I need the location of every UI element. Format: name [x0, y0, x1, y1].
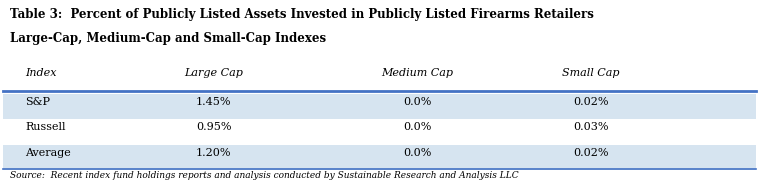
FancyBboxPatch shape: [3, 119, 756, 145]
Text: Average: Average: [25, 148, 71, 158]
Text: Large-Cap, Medium-Cap and Small-Cap Indexes: Large-Cap, Medium-Cap and Small-Cap Inde…: [11, 32, 327, 45]
Text: 0.02%: 0.02%: [573, 148, 609, 158]
FancyBboxPatch shape: [3, 94, 756, 119]
Text: 0.0%: 0.0%: [403, 122, 432, 132]
Text: 1.45%: 1.45%: [196, 97, 232, 107]
Text: 1.20%: 1.20%: [196, 148, 232, 158]
Text: 0.0%: 0.0%: [403, 97, 432, 107]
Text: 0.95%: 0.95%: [196, 122, 232, 132]
Text: Small Cap: Small Cap: [562, 68, 619, 78]
Text: Russell: Russell: [25, 122, 66, 132]
Text: 0.03%: 0.03%: [573, 122, 609, 132]
FancyBboxPatch shape: [3, 145, 756, 170]
Text: Large Cap: Large Cap: [185, 68, 243, 78]
Text: Index: Index: [25, 68, 57, 78]
Text: Medium Cap: Medium Cap: [382, 68, 453, 78]
Text: 0.0%: 0.0%: [403, 148, 432, 158]
Text: S&P: S&P: [25, 97, 50, 107]
Text: Table 3:  Percent of Publicly Listed Assets Invested in Publicly Listed Firearms: Table 3: Percent of Publicly Listed Asse…: [11, 8, 594, 21]
Text: 0.02%: 0.02%: [573, 97, 609, 107]
Text: Source:  Recent index fund holdings reports and analysis conducted by Sustainabl: Source: Recent index fund holdings repor…: [11, 171, 519, 180]
